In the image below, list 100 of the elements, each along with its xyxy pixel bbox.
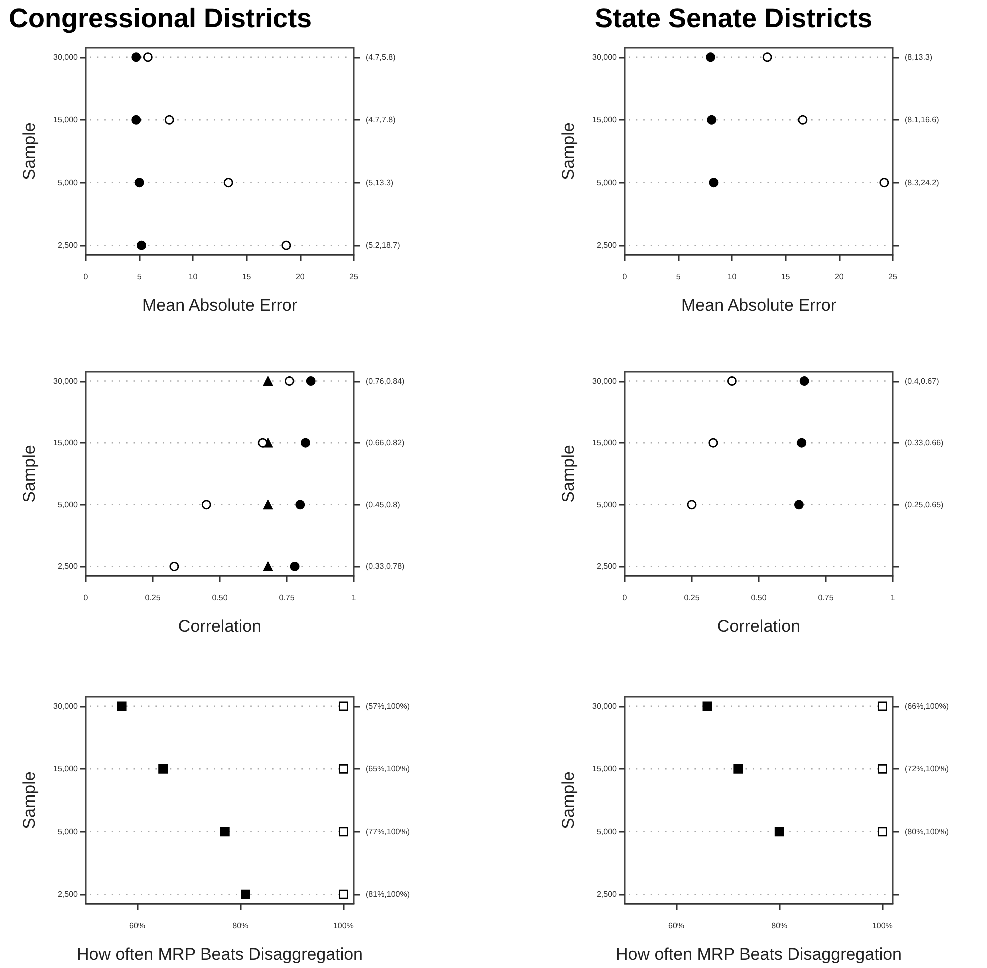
point <box>220 827 230 837</box>
y-tick-label: 5,000 <box>596 827 618 836</box>
y-tick-label: 5,000 <box>596 500 618 510</box>
point <box>706 52 716 62</box>
y-tick-label: 30,000 <box>54 52 79 62</box>
y2-tick-label: (0.33,0.66) <box>905 438 944 448</box>
y2-tick-label: (5.2,18.7) <box>366 241 401 250</box>
point <box>264 562 273 572</box>
point <box>117 702 127 712</box>
x-tick-label: 25 <box>888 272 898 282</box>
point <box>707 115 717 125</box>
x-tick-label: 0.50 <box>212 594 228 602</box>
x-tick-label: 0 <box>622 594 628 602</box>
y-axis-title: Sample <box>559 445 578 503</box>
point <box>158 764 168 774</box>
y2-tick-label: (5,13.3) <box>366 178 394 188</box>
point <box>762 52 772 62</box>
point <box>264 500 273 510</box>
x-tick-label: 0.50 <box>751 594 768 602</box>
point <box>794 500 804 510</box>
point <box>878 827 888 837</box>
y-tick-label: 5,000 <box>58 500 79 510</box>
y2-tick-label: (0.76,0.84) <box>366 376 406 386</box>
x-tick-label: 15 <box>242 272 252 282</box>
y2-tick-label: (57%,100%) <box>366 702 410 711</box>
point <box>241 890 250 900</box>
point <box>708 438 718 448</box>
chart-title: Congressional Districts <box>9 4 312 34</box>
point <box>132 115 142 125</box>
x-axis-title: Correlation <box>178 617 262 636</box>
y-tick-label: 2,500 <box>596 890 618 900</box>
y2-tick-label: (0.33,0.78) <box>366 562 406 572</box>
point <box>143 52 153 62</box>
point <box>284 376 294 386</box>
x-tick-label: 10 <box>728 272 738 282</box>
y2-tick-label: (80%,100%) <box>905 827 950 836</box>
x-tick-label: 0.75 <box>818 594 834 602</box>
y-tick-label: 5,000 <box>596 178 618 188</box>
y-tick-label: 30,000 <box>54 702 79 711</box>
x-tick-label: 5 <box>137 272 142 282</box>
x-tick-label: 20 <box>296 272 306 282</box>
x-tick-label: 0.25 <box>145 594 162 602</box>
point <box>709 178 719 188</box>
x-tick-label: 0 <box>84 594 89 602</box>
y2-tick-label: (0.45,0.8) <box>366 500 401 510</box>
point <box>797 438 807 448</box>
x-axis-title: Mean Absolute Error <box>682 296 837 315</box>
y2-tick-label: (72%,100%) <box>905 764 950 774</box>
x-tick-label: 80% <box>232 922 249 930</box>
point <box>164 115 174 125</box>
y-tick-label: 15,000 <box>592 116 618 125</box>
x-axis-title: How often MRP Beats Disaggregation <box>76 945 364 964</box>
y2-tick-label: (65%,100%) <box>366 764 410 774</box>
x-tick-label: 5 <box>676 272 682 282</box>
point <box>282 240 292 250</box>
point <box>878 764 888 774</box>
y2-tick-label: (0.25,0.65) <box>905 500 944 510</box>
point <box>338 702 348 712</box>
x-tick-label: 1 <box>352 594 357 602</box>
y2-tick-label: (0.4,0.67) <box>905 376 940 386</box>
y2-tick-label: (4.7,5.8) <box>366 52 396 62</box>
point <box>264 376 273 386</box>
x-tick-label: 0 <box>84 272 89 282</box>
y2-tick-label: (8.1,16.6) <box>905 116 940 125</box>
y-tick-label: 30,000 <box>592 52 618 62</box>
x-axis-title: Correlation <box>717 617 801 636</box>
y-tick-label: 5,000 <box>58 178 79 188</box>
x-tick-label: 15 <box>781 272 791 282</box>
point <box>880 178 890 188</box>
y-tick-label: 5,000 <box>58 827 79 836</box>
point <box>134 178 144 188</box>
point <box>170 562 180 572</box>
x-tick-label: 20 <box>834 272 844 282</box>
point <box>338 890 348 900</box>
y2-tick-label: (81%,100%) <box>366 890 410 900</box>
y2-tick-label: (8,13.3) <box>905 52 933 62</box>
point <box>800 376 810 386</box>
y-tick-label: 15,000 <box>54 438 79 448</box>
x-tick-label: 0.25 <box>684 594 700 602</box>
x-tick-label: 10 <box>188 272 198 282</box>
point <box>728 376 737 386</box>
y2-tick-label: (77%,100%) <box>366 827 410 836</box>
y-axis-title: Sample <box>559 772 578 830</box>
chart-title: State Senate Districts <box>595 4 873 34</box>
point <box>878 702 888 712</box>
y-tick-label: 30,000 <box>54 376 79 386</box>
x-tick-label: 100% <box>333 922 354 930</box>
y-axis-title: Sample <box>20 122 39 180</box>
y-tick-label: 2,500 <box>58 241 79 250</box>
y-tick-label: 30,000 <box>592 702 618 711</box>
point <box>734 764 744 774</box>
y-tick-label: 2,500 <box>58 890 79 900</box>
point <box>202 500 212 510</box>
y-tick-label: 15,000 <box>592 438 618 448</box>
point <box>774 827 784 837</box>
x-tick-label: 80% <box>772 922 788 930</box>
point <box>338 764 348 774</box>
x-tick-label: 0.75 <box>279 594 296 602</box>
y-tick-label: 2,500 <box>596 562 618 572</box>
x-tick-label: 1 <box>890 594 896 602</box>
